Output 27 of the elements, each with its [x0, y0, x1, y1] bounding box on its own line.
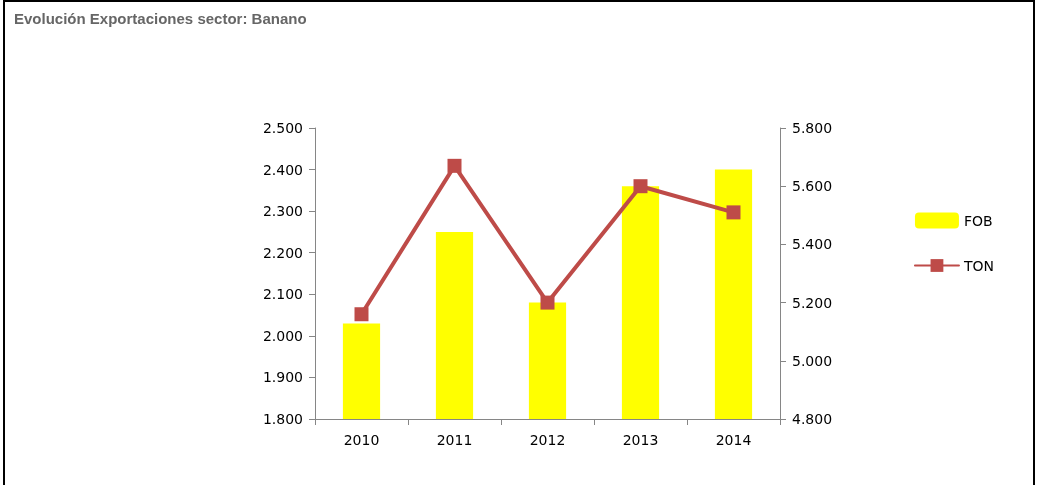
point — [726, 205, 741, 220]
y-tick-label: 2.000 — [262, 327, 303, 344]
y-tick-label: 2.400 — [262, 161, 303, 178]
point — [354, 307, 369, 322]
legend-label: TON — [962, 257, 994, 274]
y-tick-label: 2.500 — [262, 120, 303, 136]
y2-tick-label: 5.400 — [792, 236, 833, 253]
x-tick-label: 2014 — [715, 432, 752, 448]
y-tick-label: 2.100 — [262, 286, 303, 303]
y-tick-label: 2.300 — [262, 203, 303, 220]
x-tick-label: 2011 — [436, 432, 473, 448]
y-tick-label: 1.800 — [262, 411, 303, 427]
legend-label: FOB — [963, 212, 993, 229]
text: Evolución Exportaciones sector: Banano — [14, 10, 307, 27]
y-tick-label: 2.200 — [262, 244, 303, 261]
y2-tick-label: 5.000 — [792, 352, 833, 369]
point — [447, 158, 462, 173]
x-tick-label: 2013 — [622, 432, 659, 448]
point — [633, 179, 648, 194]
y2-tick-label: 5.200 — [792, 294, 833, 311]
y2-tick-label: 5.800 — [792, 120, 833, 136]
y2-tick-label: 4.800 — [792, 411, 833, 427]
y-tick-label: 1.900 — [262, 369, 303, 386]
x-tick-label: 2012 — [529, 432, 566, 448]
point — [540, 295, 555, 310]
y2-tick-label: 5.600 — [792, 178, 833, 195]
x-tick-label: 2010 — [343, 432, 380, 448]
